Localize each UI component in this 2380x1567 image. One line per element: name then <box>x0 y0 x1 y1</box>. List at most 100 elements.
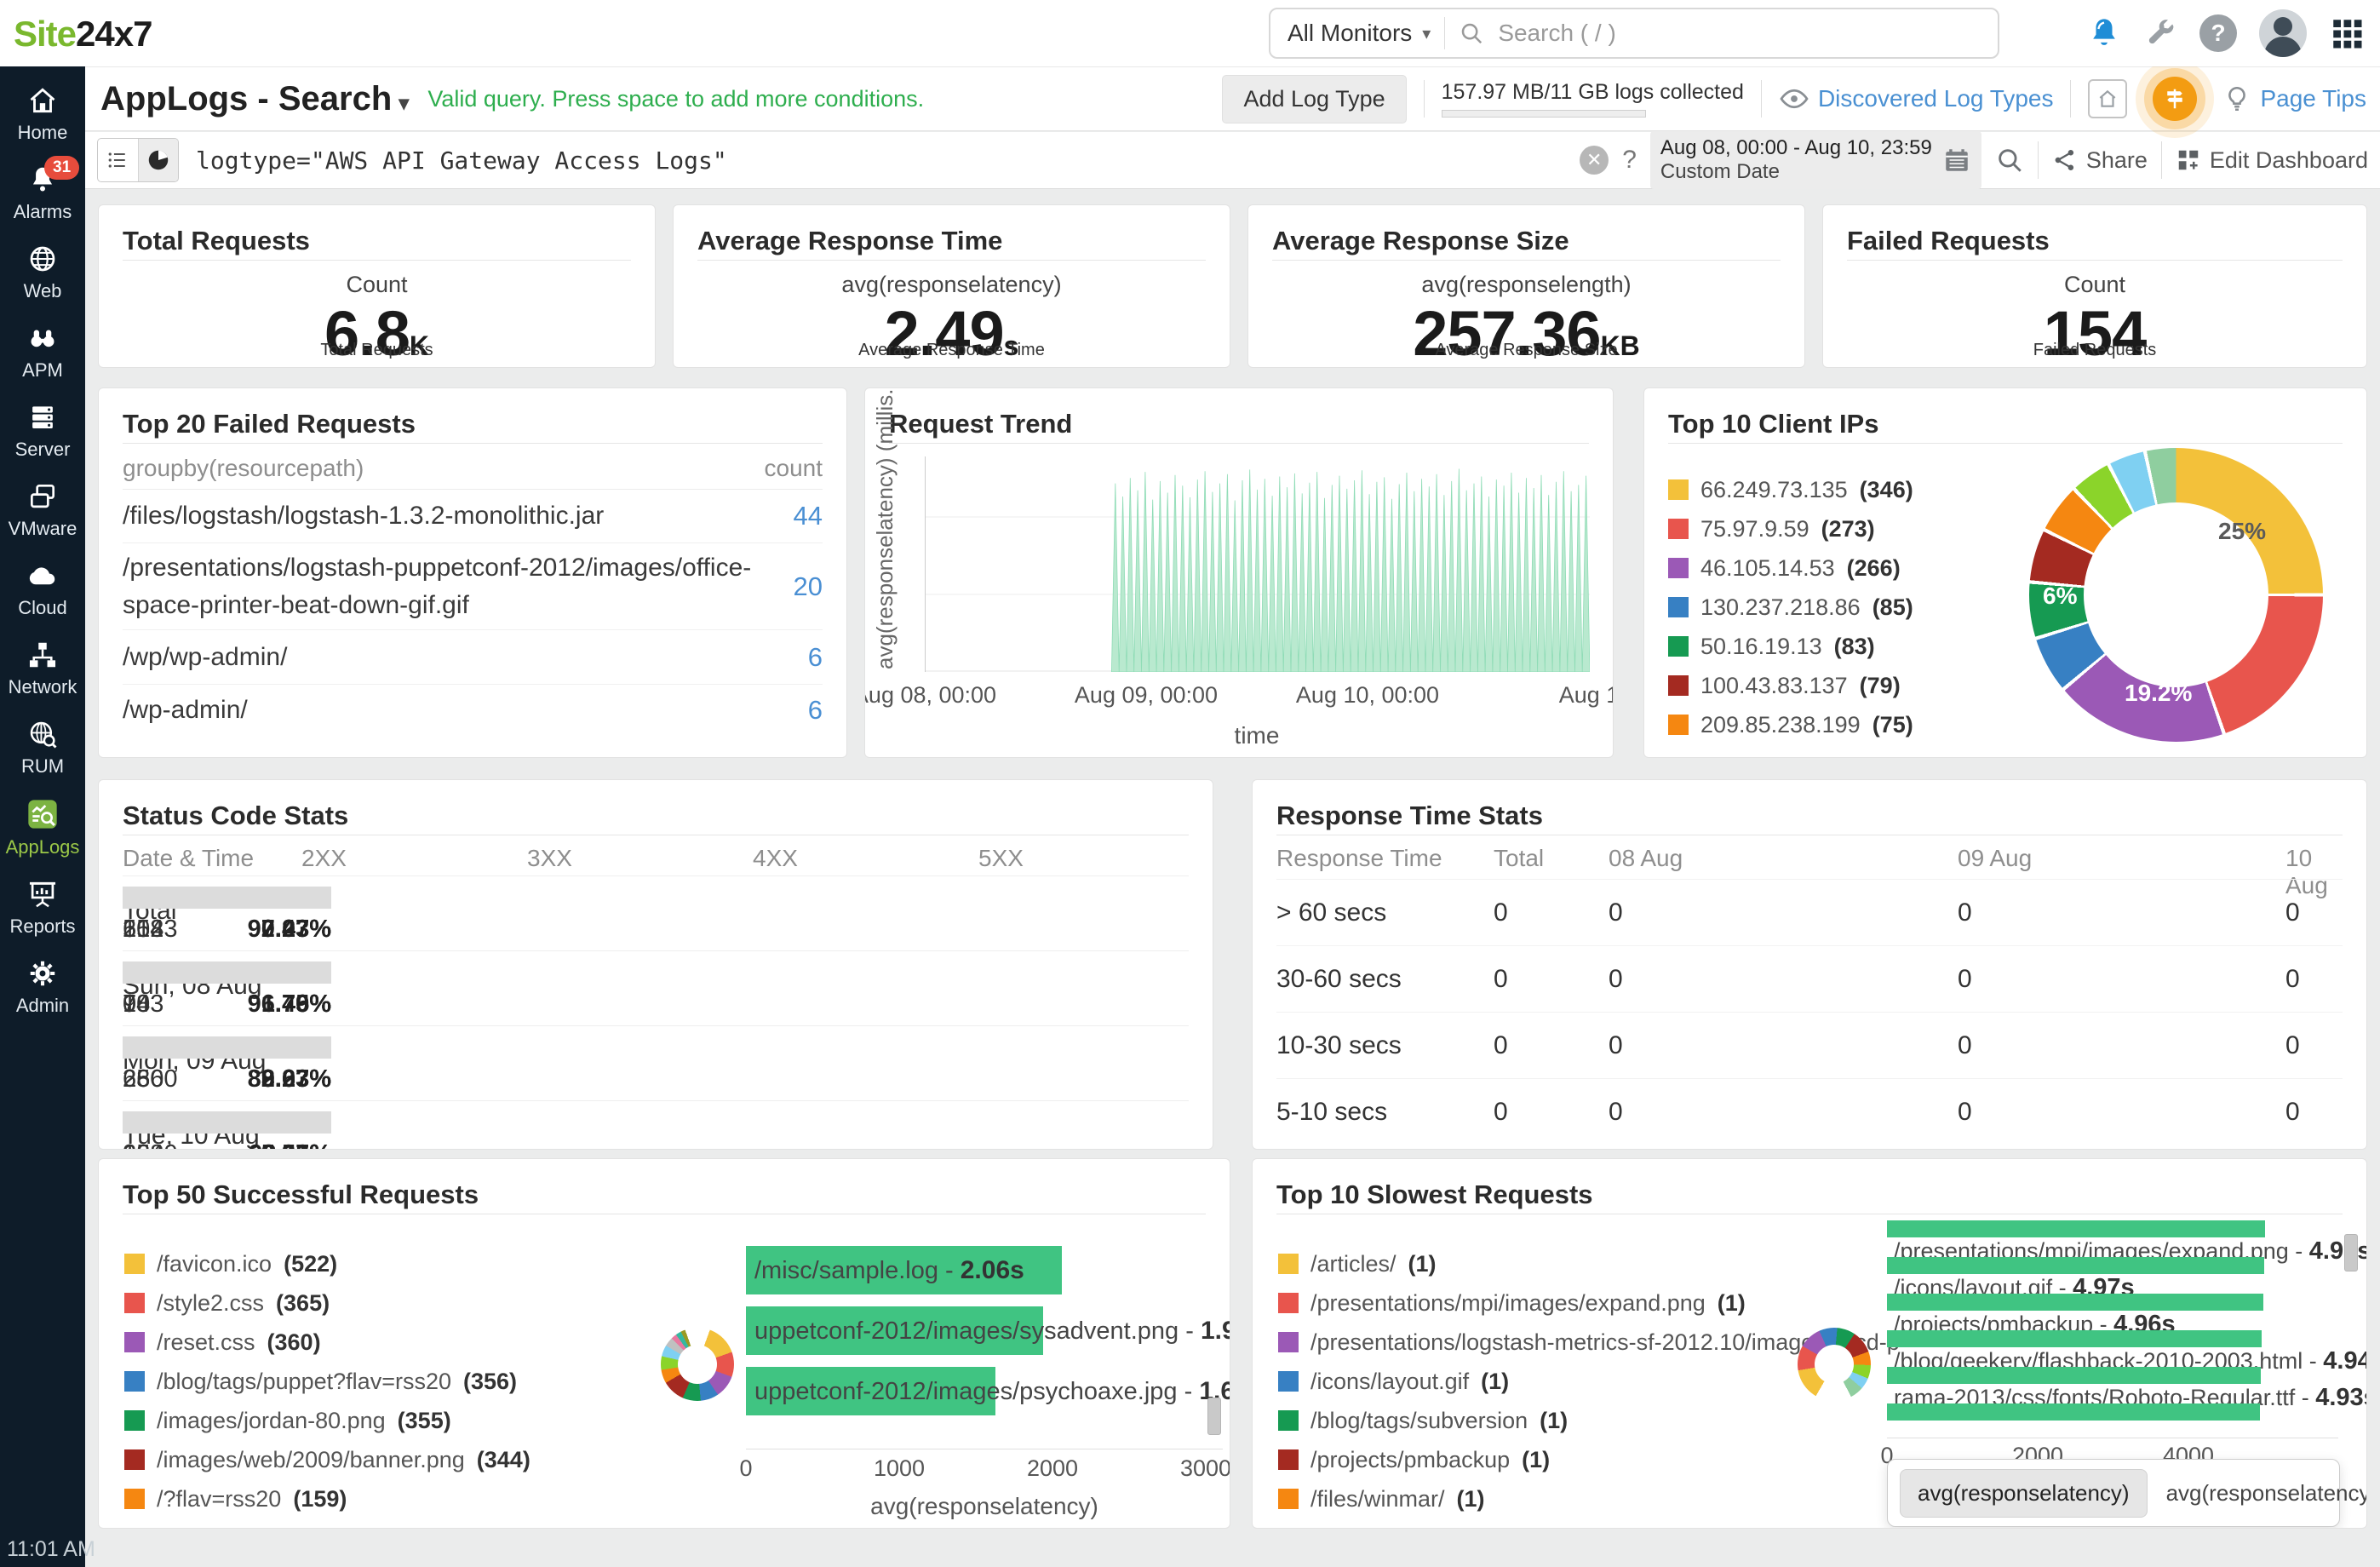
legend-item[interactable]: /blog/tags/subversion (1) <box>1278 1401 1912 1440</box>
site24x7-logo[interactable]: Site24x7 <box>14 14 152 55</box>
table-row[interactable]: /files/logstash/logstash-1.3.2-monolithi… <box>123 489 823 543</box>
mini-donut-chart[interactable] <box>1798 1328 1871 1401</box>
legend-item[interactable]: 46.105.14.53 (266) <box>1668 548 1913 588</box>
legend-item[interactable]: /presentations/mpi/images/expand.png (1) <box>1278 1283 1912 1323</box>
legend-count: (346) <box>1860 477 1913 503</box>
bar-row[interactable] <box>1887 1403 2338 1421</box>
avatar[interactable] <box>2259 9 2307 57</box>
sidebar-item-cloud[interactable]: Cloud <box>0 550 85 629</box>
widget-title: Top 50 Successful Requests <box>123 1180 1206 1210</box>
legend-item[interactable]: /reset.css (360) <box>124 1323 530 1362</box>
sidebar-item-alarms[interactable]: 31 Alarms <box>0 154 85 233</box>
sidebar-item-admin[interactable]: Admin <box>0 948 85 1027</box>
legend-ip: 66.249.73.135 <box>1700 477 1848 503</box>
sidebar-item-network[interactable]: Network <box>0 629 85 709</box>
share-button[interactable]: Share <box>2052 147 2148 174</box>
bar-row[interactable]: rama-2013/css/fonts/Roboto-Regular.ttf -… <box>1887 1367 2338 1384</box>
widget-top20-failed-requests: Top 20 Failed Requests groupby(resourcep… <box>98 387 847 758</box>
legend-item[interactable]: 130.237.218.86 (85) <box>1668 588 1913 627</box>
card-total-requests: Total Requests Count 6.8K Total Requests <box>98 204 656 368</box>
page-tips-link[interactable]: Page Tips <box>2222 84 2366 113</box>
bar-row[interactable]: /icons/layout.gif - 4.97s <box>1887 1257 2338 1274</box>
bar-row[interactable]: /presentations/mpi/images/expand.png - 4… <box>1887 1220 2338 1237</box>
legend-item[interactable]: /?flav=rss20 (159) <box>124 1479 530 1518</box>
bar-row[interactable]: /projects/pmbackup - 4.96s <box>1887 1294 2338 1311</box>
edit-dashboard-button[interactable]: Edit Dashboard <box>2176 147 2368 174</box>
latency-bar[interactable] <box>1887 1403 2260 1421</box>
query-input[interactable]: logtype="AWS API Gateway Access Logs" <box>196 146 727 175</box>
legend-swatch <box>1278 1254 1299 1274</box>
sidebar-item-vmware[interactable]: VMware <box>0 471 85 550</box>
add-log-type-button[interactable]: Add Log Type <box>1222 75 1406 123</box>
discovered-log-types-link[interactable]: Discovered Log Types <box>1779 83 2054 114</box>
legend-item[interactable]: /style2.css (365) <box>124 1283 530 1323</box>
date-range-text: Aug 08, 00:00 - Aug 10, 23:59 <box>1660 136 1932 160</box>
pie-view-icon[interactable] <box>138 139 178 181</box>
tools-wrench-icon[interactable] <box>2143 16 2177 50</box>
date-range-picker[interactable]: Aug 08, 00:00 - Aug 10, 23:59 Custom Dat… <box>1650 131 1981 189</box>
apps-grid-icon[interactable] <box>2329 15 2365 51</box>
count-link[interactable]: 44 <box>794 501 823 531</box>
legend-item[interactable]: 100.43.83.137 (79) <box>1668 666 1913 705</box>
bar-row[interactable]: /blog/geekery/flashback-2010-2003.html -… <box>1887 1330 2338 1347</box>
signpost-highlight-icon[interactable] <box>2153 77 2197 121</box>
table-row[interactable]: /wp-admin/ 6 <box>123 685 823 736</box>
count-link[interactable]: 20 <box>794 571 823 602</box>
query-help-icon[interactable]: ? <box>1622 146 1637 175</box>
status-percent: 0% <box>295 1140 331 1150</box>
scrollbar-thumb[interactable] <box>2344 1234 2358 1271</box>
table-row[interactable]: /wp/wp-admin/ 6 <box>123 630 823 685</box>
scrollbar-thumb[interactable] <box>1207 1398 1221 1435</box>
latency-bar[interactable] <box>1887 1257 2264 1274</box>
sidebar-item-applogs[interactable]: AppLogs <box>0 788 85 869</box>
legend-item[interactable]: /favicon.ico (522) <box>124 1244 530 1283</box>
sidebar-item-web[interactable]: Web <box>0 233 85 313</box>
widget-title: Top 10 Slowest Requests <box>1276 1180 2343 1210</box>
legend-item[interactable]: /articles/ (1) <box>1278 1244 1912 1283</box>
dashboard-home-icon[interactable] <box>2088 79 2127 118</box>
mini-donut-chart[interactable] <box>661 1328 734 1401</box>
count-link[interactable]: 6 <box>808 642 823 673</box>
sidebar-item-reports[interactable]: Reports <box>0 869 85 948</box>
sidebar-item-rum[interactable]: RUM <box>0 709 85 788</box>
table-row[interactable]: /presentations/logstash-puppetconf-2012/… <box>123 543 823 630</box>
sidebar-item-server[interactable]: Server <box>0 392 85 471</box>
donut-hole <box>1815 1345 1854 1384</box>
search-run-icon[interactable] <box>1995 146 2024 175</box>
latency-bar[interactable] <box>1887 1330 2262 1347</box>
count-link[interactable]: 6 <box>808 695 823 726</box>
page-title: AppLogs - Search <box>100 80 392 118</box>
search-input[interactable] <box>1498 20 1981 47</box>
widget-top10-slowest-requests: Top 10 Slowest Requests /articles/ (1) /… <box>1252 1158 2367 1529</box>
legend-item[interactable]: /images/web/2009/banner.png (344) <box>124 1440 530 1479</box>
latency-bar[interactable] <box>1887 1220 2265 1237</box>
legend-item[interactable]: 209.85.238.199 (75) <box>1668 705 1913 744</box>
list-view-icon[interactable] <box>98 139 138 181</box>
status-row: Mon, 09 Aug 2560 88.03% 280 9.63% <box>123 1025 1189 1100</box>
legend-item[interactable]: /files/winmar/ (1) <box>1278 1479 1912 1518</box>
column-header: 4XX <box>753 845 798 872</box>
trend-chart[interactable] <box>925 456 1589 672</box>
legend-item[interactable]: /blog/tags/puppet?flav=rss20 (356) <box>124 1362 530 1401</box>
legend-item[interactable]: /images/jordan-80.png (355) <box>124 1401 530 1440</box>
legend-item[interactable]: 75.97.9.59 (273) <box>1668 509 1913 548</box>
sidebar-item-home[interactable]: Home <box>0 75 85 154</box>
clear-query-icon[interactable]: ✕ <box>1580 146 1609 175</box>
latency-bar[interactable] <box>1887 1367 2261 1384</box>
page-title-dropdown[interactable]: AppLogs - Search▾ <box>100 80 409 118</box>
client-ips-donut-chart[interactable]: 25%19.2%6% <box>2029 448 2323 742</box>
query-view-toggle[interactable] <box>97 138 179 182</box>
widget-title: Response Time Stats <box>1276 801 2343 831</box>
status-row: Tue, 10 Aug 2640 92.11% 158 5.51% <box>123 1100 1189 1150</box>
help-icon[interactable]: ? <box>2199 14 2237 52</box>
tooltip-metric-tab[interactable]: avg(responselatency) <box>2166 1480 2367 1507</box>
status-count: 0 <box>123 990 136 1019</box>
sidebar-item-apm[interactable]: APM <box>0 313 85 392</box>
legend-item[interactable]: 50.16.19.13 (83) <box>1668 627 1913 666</box>
notifications-bell-icon[interactable] <box>2087 16 2121 50</box>
latency-bar[interactable] <box>1887 1294 2263 1311</box>
legend-item[interactable]: /projects/pmbackup (1) <box>1278 1440 1912 1479</box>
monitor-scope-dropdown[interactable]: All Monitors ▾ <box>1287 20 1431 47</box>
legend-item[interactable]: 66.249.73.135 (346) <box>1668 470 1913 509</box>
tooltip-metric-tab-selected[interactable]: avg(responselatency) <box>1900 1469 2148 1518</box>
